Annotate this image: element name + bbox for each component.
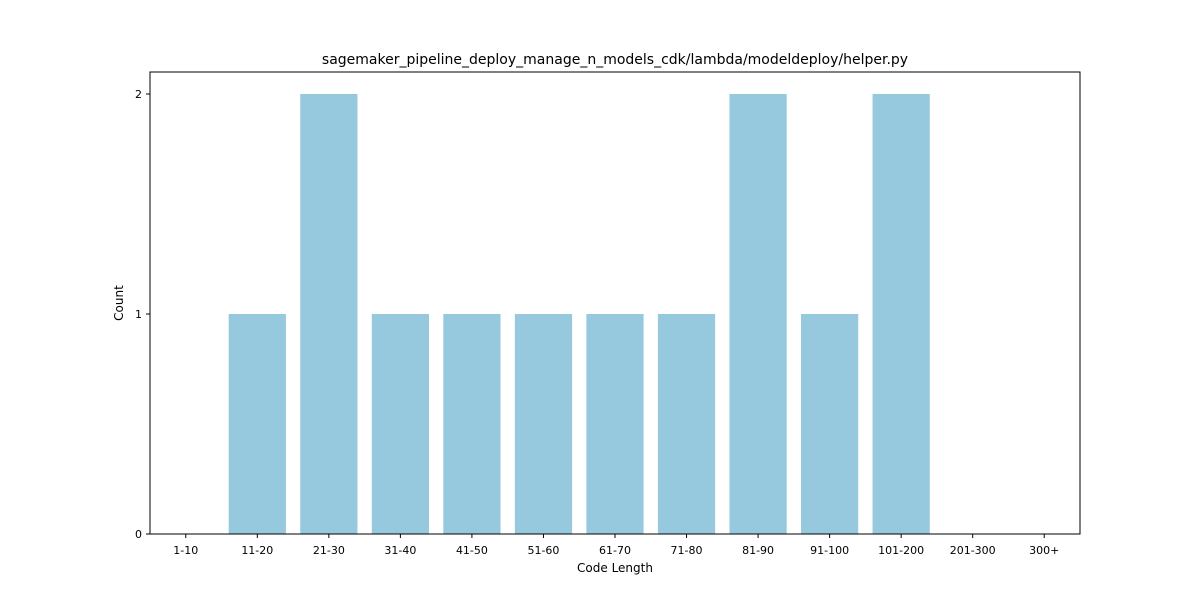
x-tick-label: 31-40 [384,544,416,557]
bar-81-90 [729,94,787,534]
x-tick-label: 1-10 [173,544,198,557]
plot-frame [149,71,1081,535]
bar-11-20 [228,314,286,534]
x-tick-label: 201-300 [950,544,996,557]
bars-layer [228,94,930,534]
x-axis-ticks: 1-10 11-20 21-30 31-40 41-50 51-60 61-70 71-80 8… [173,534,1059,557]
bar-91-100 [801,314,859,534]
x-tick-label: 71-80 [671,544,703,557]
y-tick-label: 0 [135,528,142,541]
bar-101-200 [872,94,930,534]
y-tick-label: 1 [135,308,142,321]
chart-title: sagemaker_pipeline_deploy_manage_n_model… [322,52,908,68]
x-tick-label: 61-70 [599,544,631,557]
x-tick-label: 300+ [1029,544,1059,557]
y-axis-ticks: 0 1 2 [135,88,150,541]
bar-21-30 [300,94,358,534]
bar-61-70 [586,314,644,534]
x-tick-label: 51-60 [527,544,559,557]
y-axis-label: Count [112,285,126,321]
x-tick-label: 101-200 [878,544,924,557]
x-tick-label: 41-50 [456,544,488,557]
bar-31-40 [371,314,429,534]
x-axis-label: Code Length [577,561,653,575]
bar-51-60 [514,314,573,534]
bar-41-50 [443,314,501,534]
x-tick-label: 11-20 [241,544,273,557]
x-tick-label: 91-100 [810,544,849,557]
x-tick-label: 21-30 [313,544,345,557]
x-tick-label: 81-90 [742,544,774,557]
y-tick-label: 2 [135,88,142,101]
bar-71-80 [657,314,716,534]
